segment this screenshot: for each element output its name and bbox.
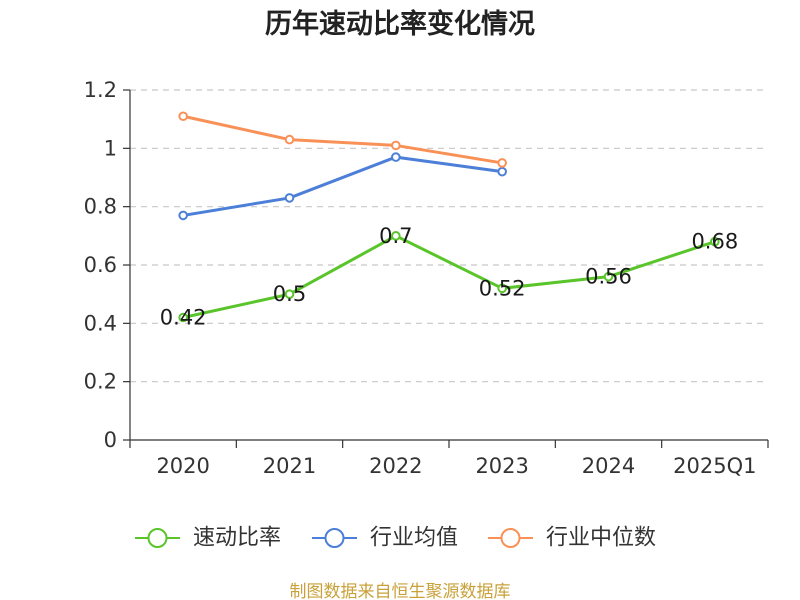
x-tick-label: 2025Q1 [673, 454, 756, 478]
legend-label: 速动比率 [193, 526, 281, 551]
x-tick-label: 2021 [263, 454, 316, 478]
legend-item-2[interactable]: 行业中位数 [488, 526, 656, 551]
data-labels: 0.42 0.5 0.7 0.52 0.56 0.68 [160, 224, 738, 330]
data-point-0-2 [391, 231, 401, 241]
data-point-1-2 [391, 152, 401, 162]
data-point-0-5 [710, 236, 720, 247]
data-point-0-3 [497, 283, 507, 294]
y-tick-label: 0 [104, 428, 117, 452]
series-line-1 [181, 155, 504, 217]
x-tick-label: 2020 [156, 454, 209, 478]
x-tick-label: 2022 [369, 454, 422, 478]
axes: 0 0.2 0.4 0.6 0.8 1 1.2 2020 2021 2022 2023 2024 202… [84, 78, 769, 478]
data-point-0-1 [284, 289, 295, 299]
x-tick-label: 2024 [582, 454, 635, 478]
data-label-0-5: 0.68 [691, 230, 738, 254]
legend-marker-icon [500, 528, 521, 548]
legend-label: 行业均值 [370, 526, 458, 551]
y-tick-label: 0.6 [84, 253, 117, 277]
data-point-2-0 [178, 111, 188, 122]
x-tick-label: 2023 [475, 454, 528, 478]
data-label-0-4: 0.56 [585, 265, 632, 289]
legend-marker-icon [147, 528, 168, 548]
y-tick-label: 1 [104, 136, 117, 160]
legend-item-1[interactable]: 行业均值 [312, 526, 458, 551]
data-point-1-1 [284, 193, 295, 203]
data-label-0-1: 0.5 [273, 282, 306, 306]
data-label-0-3: 0.52 [479, 276, 526, 300]
y-tick-label: 0.4 [84, 311, 117, 335]
data-point-0-0 [178, 312, 188, 323]
data-label-0-0: 0.42 [160, 306, 207, 330]
series [178, 111, 720, 323]
data-point-2-2 [391, 140, 401, 151]
data-point-1-0 [178, 210, 188, 221]
data-label-0-2: 0.7 [379, 224, 412, 248]
series-line-0 [181, 234, 717, 319]
chart-title: 历年速动比率变化情况 [265, 8, 535, 40]
y-tick-label: 0.2 [84, 370, 117, 394]
legend-item-0[interactable]: 速动比率 [135, 526, 281, 551]
gridlines [130, 89, 768, 383]
data-point-2-1 [284, 134, 295, 145]
y-tick-label: 1.2 [84, 78, 117, 102]
source-note: 制图数据来自恒生聚源数据库 [290, 582, 511, 600]
series-line-2 [181, 114, 504, 165]
y-tick-label: 0.8 [84, 195, 117, 219]
legend-marker-icon [324, 528, 345, 548]
data-point-1-3 [497, 166, 507, 177]
data-point-2-3 [497, 158, 507, 168]
legend-label: 行业中位数 [546, 526, 656, 551]
data-point-0-4 [603, 271, 614, 282]
legend: 速动比率 行业均值 行业中位数 [135, 526, 656, 551]
